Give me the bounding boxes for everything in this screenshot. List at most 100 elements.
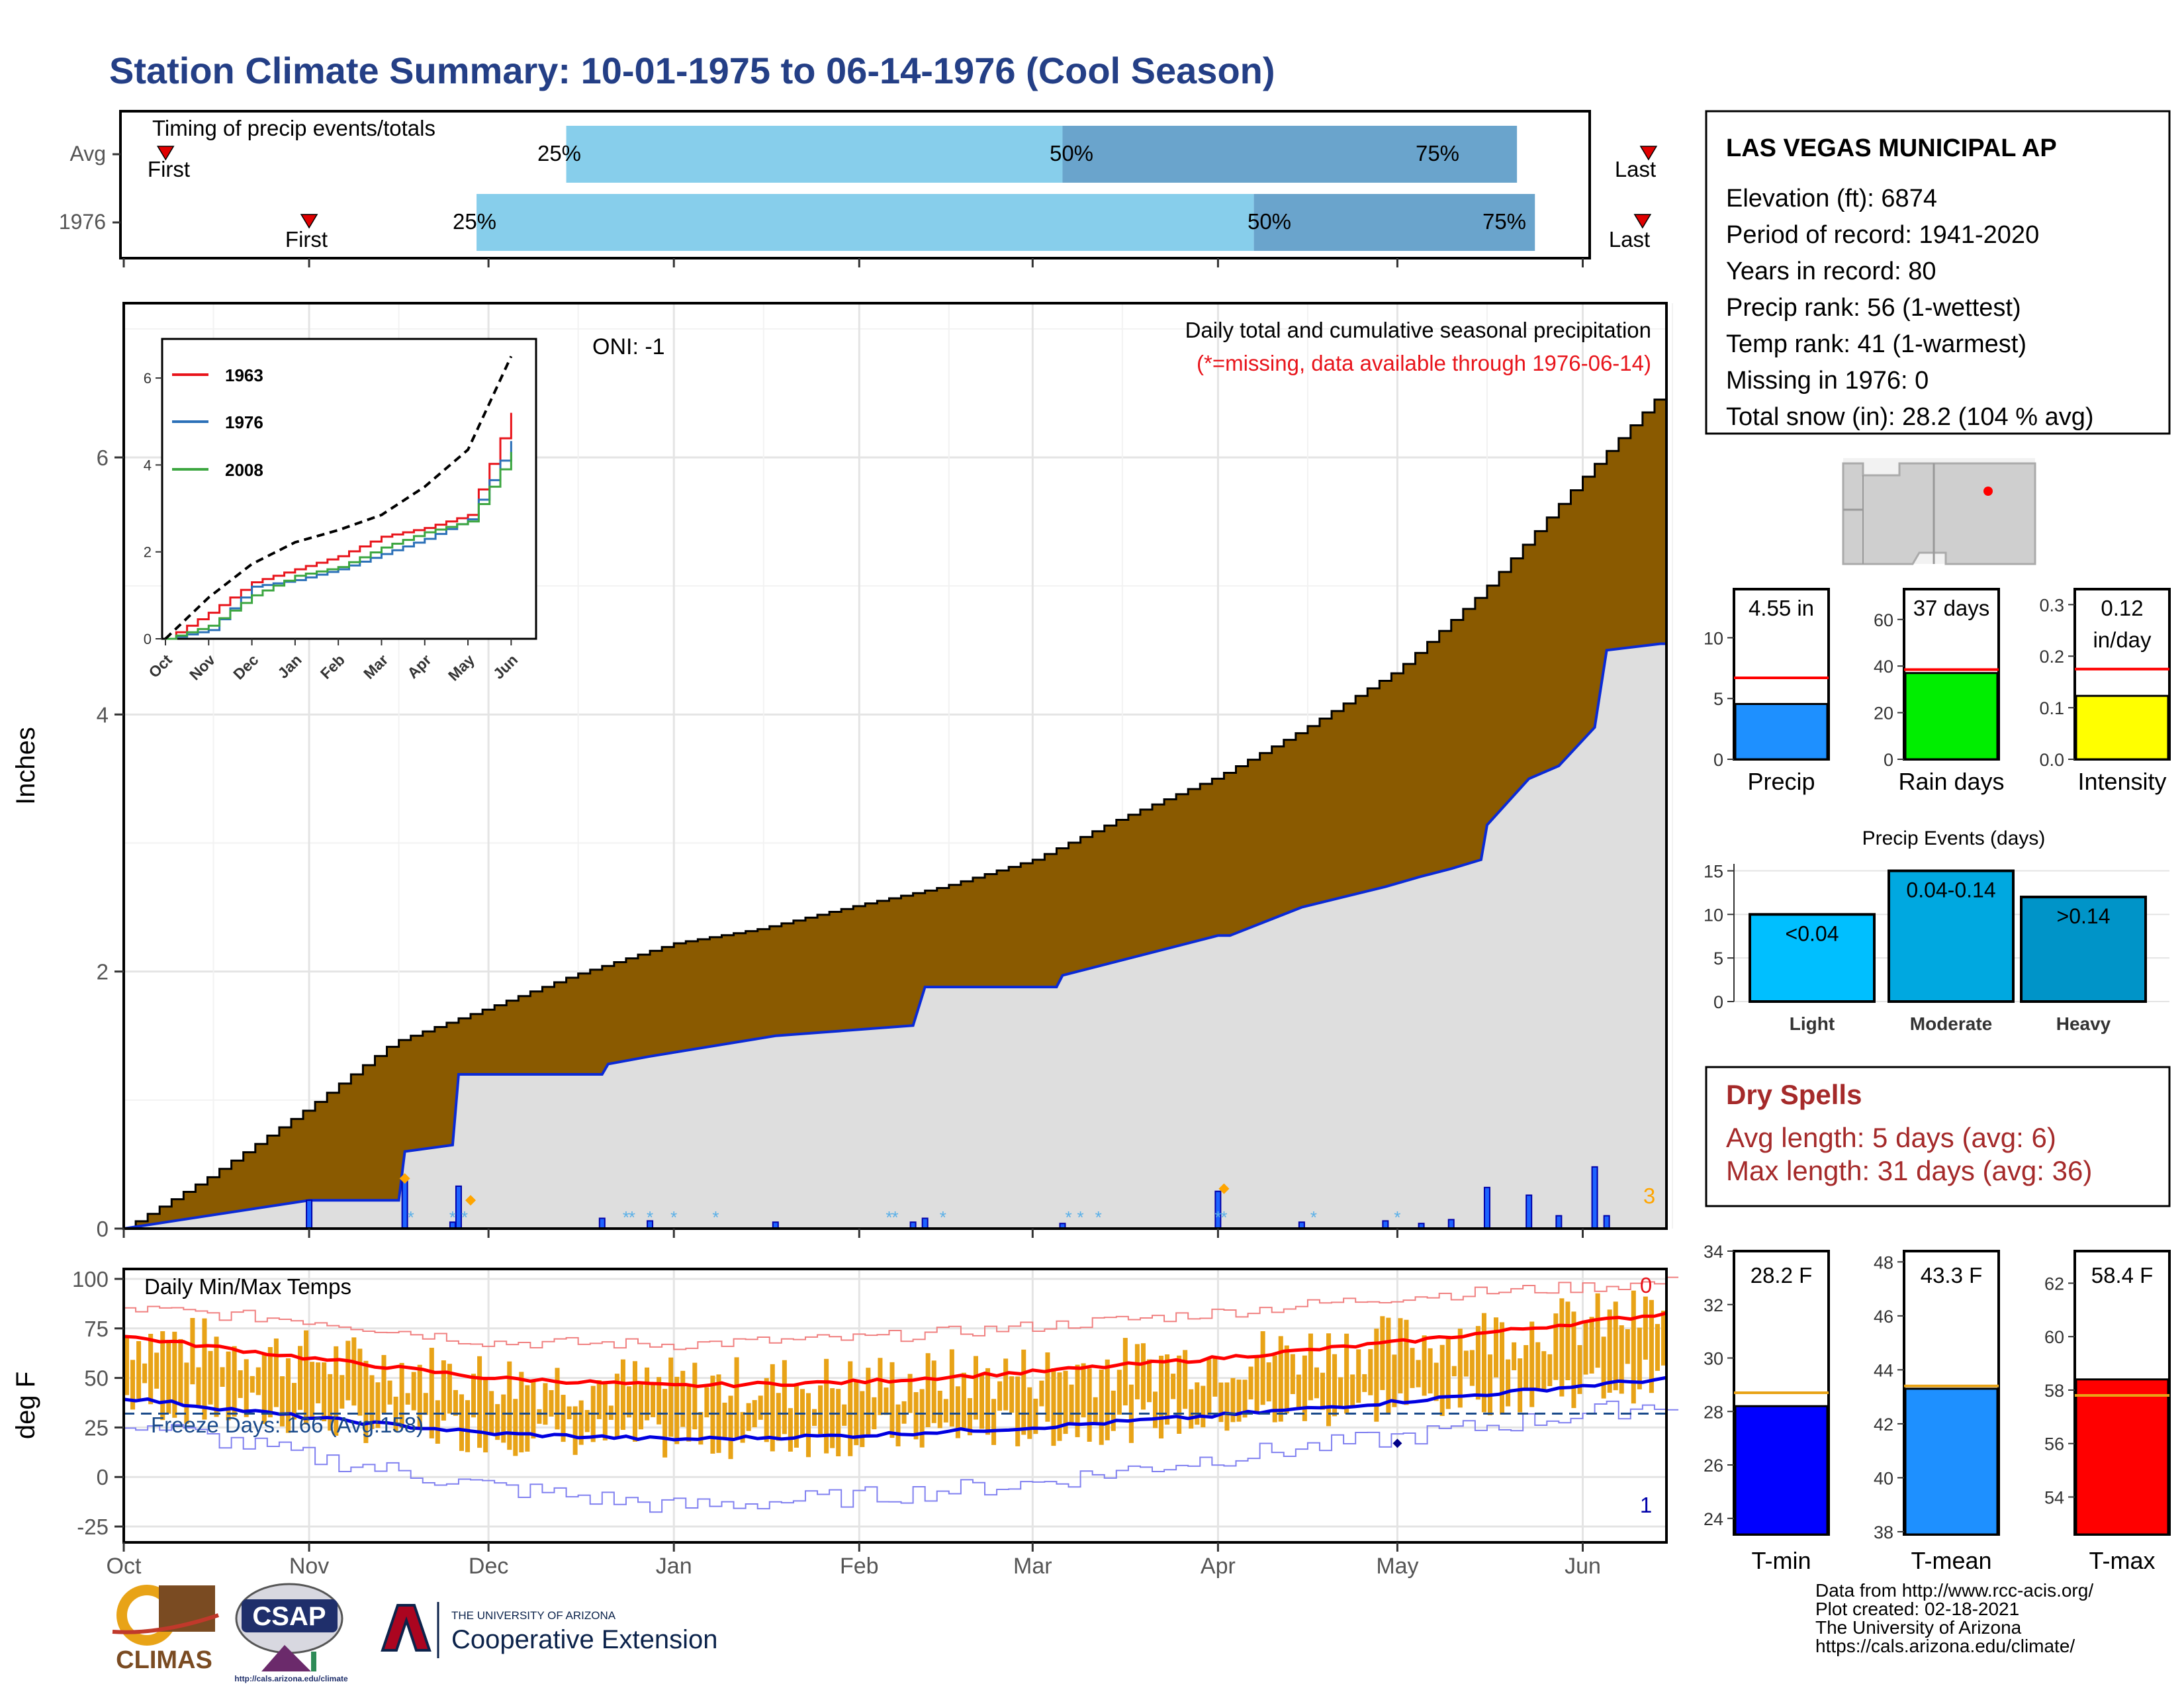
daily-temp-bar (1093, 1397, 1098, 1425)
daily-temp-bar (1206, 1359, 1212, 1415)
temp-summary-ytick-label: 28 (1704, 1402, 1723, 1422)
daily-temp-bar (166, 1341, 171, 1414)
summary-bar-Intensity (2075, 694, 2169, 761)
daily-temp-bar (1518, 1358, 1523, 1413)
daily-temp-bar (651, 1382, 656, 1417)
daily-temp-bar (884, 1387, 889, 1415)
daily-temp-bar (1661, 1310, 1666, 1366)
daily-temp-bar (776, 1393, 781, 1441)
daily-temp-bar (1655, 1324, 1660, 1371)
missing-asterisk: * (886, 1207, 892, 1227)
daily-temp-bar (1398, 1318, 1403, 1393)
daily-temp-bar (340, 1375, 345, 1409)
daily-temp-bar (261, 1354, 267, 1425)
daily-temp-bar (937, 1390, 942, 1429)
daily-temp-bar (208, 1350, 213, 1405)
1976-cumulative-area (124, 643, 1666, 1229)
summary-value-Precip: 4.55 in (1749, 596, 1814, 620)
daily-temp-bar (375, 1382, 381, 1429)
daily-temp-bar (1451, 1366, 1457, 1377)
missing-asterisk: * (623, 1207, 629, 1227)
daily-temp-bar (567, 1406, 572, 1420)
daily-temp-bar (513, 1399, 518, 1456)
inset-legend-2008: 2008 (225, 460, 263, 480)
daily-precip-bar (1555, 1215, 1563, 1230)
daily-temp-bar (172, 1331, 177, 1418)
climas-logo: CLIMAS (112, 1585, 219, 1674)
daily-temp-bar (483, 1378, 488, 1453)
daily-temp-bar (1165, 1354, 1170, 1425)
daily-temp-bar (578, 1400, 584, 1445)
daily-temp-bar (698, 1412, 704, 1445)
timing-row-1976-label: 1976 (59, 210, 106, 234)
summary-bar-Rain days (1904, 672, 1999, 761)
daily-temp-bar (1463, 1350, 1469, 1377)
month-label-May: May (1376, 1554, 1418, 1579)
precip-ytick-label: 0 (97, 1217, 109, 1241)
avg-p75-label: 75% (1416, 141, 1459, 165)
timing-bar-50-75-1976 (1253, 194, 1535, 251)
daily-temp-bar (1565, 1301, 1570, 1380)
summary-ytick-label: 0.2 (2039, 647, 2064, 667)
summary-ytick-label: 0.1 (2039, 698, 2064, 718)
temp-bar-T-min (1734, 1405, 1829, 1536)
footer: CLIMAS CSAP http://cals.arizona.edu/clim… (112, 1580, 2093, 1683)
daily-temp-bar (549, 1390, 554, 1417)
daily-temp-bar (1595, 1293, 1600, 1368)
daily-temp-bar (1039, 1380, 1044, 1407)
daily-temp-bar (620, 1359, 625, 1430)
daily-temp-bar (931, 1360, 936, 1423)
daily-temp-bar (907, 1374, 913, 1413)
summary-ytick-label: 0.0 (2039, 750, 2064, 770)
freeze-days-label: Freeze Days: 166 (Avg:158) (151, 1413, 424, 1437)
daily-temp-bar (943, 1399, 948, 1423)
daily-temp-bar (1171, 1374, 1176, 1399)
daily-temp-bar (1422, 1335, 1427, 1396)
daily-temp-bar (895, 1404, 901, 1446)
daily-temp-bar (1553, 1313, 1559, 1380)
events-bar-Light (1749, 913, 1876, 1003)
station-temp-rank: Temp rank: 41 (1-warmest) (1726, 330, 2026, 358)
dry-spells-title: Dry Spells (1726, 1079, 1862, 1110)
station-period: Period of record: 1941-2020 (1726, 221, 2039, 249)
daily-temp-bar (1416, 1360, 1421, 1387)
inset-ytick-label: 0 (144, 631, 152, 647)
daily-temp-bar (955, 1386, 960, 1438)
record-min-line (124, 1400, 1679, 1513)
daily-temp-bar (1607, 1309, 1612, 1393)
daily-temp-bar (507, 1361, 512, 1450)
page-title: Station Climate Summary: 10-01-1975 to 0… (109, 50, 1275, 91)
credit-line-2: Plot created: 02-18-2021 (1815, 1599, 2019, 1619)
daily-temp-bar (387, 1380, 392, 1405)
temp-summary-ytick-label: 58 (2044, 1381, 2064, 1401)
daily-temp-bar (1105, 1359, 1110, 1440)
daily-temp-bar (1159, 1356, 1164, 1439)
daily-temp-bar (1201, 1385, 1206, 1428)
temp-summary-ytick-label: 30 (1704, 1349, 1723, 1369)
daily-temp-bar (614, 1374, 619, 1438)
daily-precip-bar (455, 1185, 462, 1230)
daily-temp-bar (555, 1368, 560, 1430)
daily-temp-bar (1111, 1390, 1116, 1431)
daily-temp-bar (794, 1384, 799, 1448)
missing-asterisk: * (940, 1207, 946, 1227)
daily-temp-bar (1469, 1350, 1475, 1386)
daily-temp-bar (238, 1370, 243, 1398)
daily-temp-bar (764, 1378, 769, 1442)
daily-temp-bar (668, 1357, 674, 1437)
ua-big-text: Cooperative Extension (451, 1625, 717, 1654)
daily-temp-bar (1248, 1366, 1253, 1400)
station-precip-rank: Precip rank: 56 (1-wettest) (1726, 294, 2021, 322)
month-label-Jun: Jun (1565, 1554, 1601, 1579)
missing-asterisk: * (647, 1207, 653, 1227)
daily-temp-bar (399, 1362, 404, 1429)
summary-ytick-label: 40 (1874, 657, 1893, 677)
record-max-line (124, 1276, 1679, 1350)
daily-temp-bar (519, 1372, 524, 1453)
daily-temp-bar (1099, 1369, 1104, 1445)
daily-temp-bar (1254, 1357, 1259, 1413)
precip-events-chart: Precip Events (days) 0 5 10 15 <0.04 Light 0.0… (1704, 827, 2169, 1034)
y1976-last-label: Last (1609, 227, 1650, 252)
events-bar-Heavy (2020, 896, 2147, 1003)
